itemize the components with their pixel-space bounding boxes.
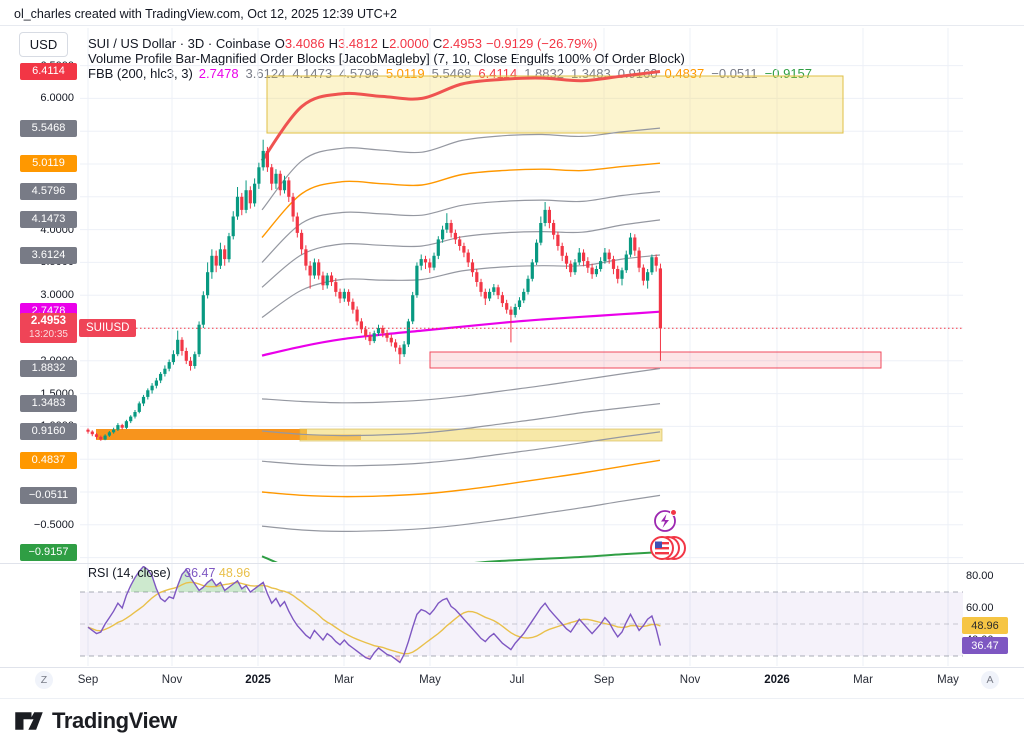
rsi-tick-60.00: 60.00 [966, 602, 994, 614]
timezone-button[interactable]: Z [35, 671, 53, 689]
rsi-value-badge-36.47: 36.47 [962, 637, 1008, 655]
fbb-value-8: 1.3483 [570, 66, 611, 81]
event-icon-us-flag [650, 536, 686, 560]
ohlc-low-value: 2.0000 [389, 36, 429, 51]
rsi-legend-title: RSI (14, close) [88, 566, 171, 580]
time-tick-Mar-3: Mar [334, 674, 354, 686]
order-block-demand-zone [429, 351, 882, 369]
current-price-badge: 2.4953 13:20:35 [20, 313, 77, 344]
rsi-value-badge-48.96: 48.96 [962, 617, 1008, 635]
rsi-indicator-legend[interactable]: RSI (14, close) 36.47 48.96 [88, 566, 250, 580]
price-level-badge-0.9160: 0.9160 [20, 423, 77, 441]
ohlc-close-value: 2.4953 [442, 36, 482, 51]
price-level-badge-0.4837: 0.4837 [20, 451, 77, 469]
time-tick-Nov-1: Nov [161, 674, 183, 686]
fbb-band-6.4114 [260, 70, 661, 162]
fbb-band-0.4837 [261, 459, 661, 498]
volume-profile-bar-0 [96, 429, 307, 435]
fbb-band--0.9157 [261, 551, 661, 562]
time-tick-Mar-9: Mar [853, 674, 873, 686]
fbb-band-0.916 [261, 431, 661, 467]
symbol-price-flag: SUIUSD [79, 319, 137, 338]
time-axis-separator [0, 667, 1024, 668]
volume-profile-indicator-legend[interactable]: Volume Profile Bar-Magnified Order Block… [88, 51, 685, 66]
fbb-value-12: −0.9157 [764, 66, 813, 81]
fbb-band-1.8832 [261, 367, 661, 404]
price-level-badge-5.5468: 5.5468 [20, 119, 77, 137]
price-level-badge-6.4114: 6.4114 [20, 62, 77, 80]
time-tick-2026-8: 2026 [764, 674, 790, 686]
fbb-value-10: 0.4837 [664, 66, 705, 81]
fbb-title: FBB (200, hlc3, 3) [88, 66, 193, 81]
pane-separator[interactable] [0, 563, 1024, 564]
price-level-badge-1.8832: 1.8832 [20, 359, 77, 377]
event-icon-lightning [654, 509, 677, 532]
ohlc-open-label: O [274, 36, 285, 51]
fbb-band--0.0511 [261, 494, 661, 533]
time-tick-Nov-7: Nov [679, 674, 701, 686]
ohlc-high-value: 3.4812 [338, 36, 378, 51]
tradingview-logo-text: TradingView [52, 708, 177, 733]
fbb-value-6: 6.4114 [478, 66, 518, 81]
currency-selector-button[interactable]: USD [19, 32, 68, 57]
time-tick-2025-2: 2025 [245, 674, 271, 686]
price-tick-6.0000: 6.0000 [40, 92, 74, 105]
price-level-badge-−0.0511: −0.0511 [20, 486, 77, 504]
rsi-ma-current-value: 48.96 [218, 566, 251, 580]
price-level-badge-1.3483: 1.3483 [20, 395, 77, 413]
bar-countdown: 13:20:35 [29, 329, 68, 341]
order-block-supply-zone [266, 75, 844, 134]
price-level-badge-−0.9157: −0.9157 [20, 543, 77, 561]
fbb-band-4.1473 [261, 219, 661, 288]
fbb-value-4: 5.0119 [385, 66, 425, 81]
price-level-badge-4.1473: 4.1473 [20, 211, 77, 229]
time-tick-Sep-6: Sep [593, 674, 615, 686]
price-level-badge-3.6124: 3.6124 [20, 246, 77, 264]
price-level-badge-5.0119: 5.0119 [20, 154, 77, 172]
fbb-band-4.5796 [261, 191, 661, 263]
rsi-ma-line [87, 581, 661, 655]
fbb-value-1: 3.6124 [245, 66, 286, 81]
fbb-value-11: −0.0511 [711, 66, 758, 81]
fbb-value-3: 4.5796 [339, 66, 379, 81]
fbb-value-0: 2.7478 [198, 66, 239, 81]
time-tick-May-10: May [937, 674, 959, 686]
rsi-current-value: 36.47 [184, 566, 216, 580]
volume-node-strip [299, 428, 663, 442]
footer-separator [0, 698, 1024, 699]
tradingview-logo[interactable]: TradingView [14, 706, 177, 736]
fbb-band-5.0119 [261, 162, 661, 238]
fbb-band-5.5468 [261, 127, 661, 211]
time-tick-Jul-5: Jul [509, 674, 525, 686]
time-tick-May-4: May [419, 674, 441, 686]
volume-profile-bar-1 [96, 434, 307, 440]
price-tick-−0.5000: −0.5000 [33, 518, 74, 531]
symbol-title: SUI / US Dollar · 3D · Coinbase [88, 36, 271, 51]
change-value: −0.9129 (−26.79%) [485, 36, 598, 51]
ohlc-close-label: C [432, 36, 443, 51]
ohlc-high-label: H [328, 36, 339, 51]
fbb-value-2: 4.1473 [292, 66, 333, 81]
time-tick-Sep-0: Sep [77, 674, 99, 686]
header-divider [0, 25, 1024, 26]
price-level-badge-4.5796: 4.5796 [20, 183, 77, 201]
tradingview-logo-icon [15, 712, 43, 730]
symbol-legend-row[interactable]: SUI / US Dollar · 3D · Coinbase O3.4086 H3… [88, 36, 601, 51]
fbb-band-2.7478 [261, 310, 661, 357]
last-price-value: 2.4953 [30, 315, 67, 328]
rsi-line [87, 566, 662, 664]
ohlc-low-label: L [381, 36, 390, 51]
attribution-text: ol_charles created with TradingView.com,… [14, 7, 397, 21]
ohlc-open-value: 3.4086 [284, 36, 325, 51]
rsi-tick-80.00: 80.00 [966, 570, 994, 582]
axis-settings-button[interactable]: A [981, 671, 999, 689]
fbb-band-1.3483 [261, 403, 661, 437]
price-tick-3.0000: 3.0000 [40, 289, 74, 302]
fbb-value-5: 5.5468 [431, 66, 472, 81]
